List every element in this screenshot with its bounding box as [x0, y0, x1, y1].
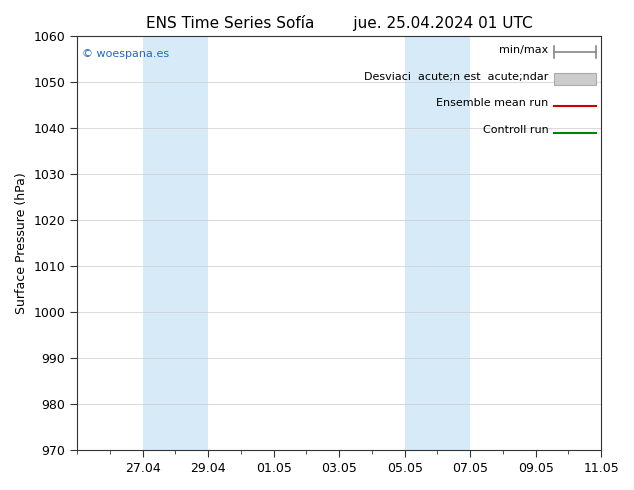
- Text: Desviaci  acute;n est  acute;ndar: Desviaci acute;n est acute;ndar: [365, 72, 549, 81]
- Bar: [404, 36, 470, 450]
- Bar: [143, 36, 208, 450]
- Title: ENS Time Series Sofía        jue. 25.04.2024 01 UTC: ENS Time Series Sofía jue. 25.04.2024 01…: [146, 15, 533, 31]
- Text: Controll run: Controll run: [483, 125, 549, 135]
- Y-axis label: Surface Pressure (hPa): Surface Pressure (hPa): [15, 172, 28, 314]
- Text: © woespana.es: © woespana.es: [82, 49, 170, 59]
- Text: Ensemble mean run: Ensemble mean run: [436, 98, 549, 108]
- Bar: [554, 73, 596, 85]
- Text: min/max: min/max: [500, 45, 549, 54]
